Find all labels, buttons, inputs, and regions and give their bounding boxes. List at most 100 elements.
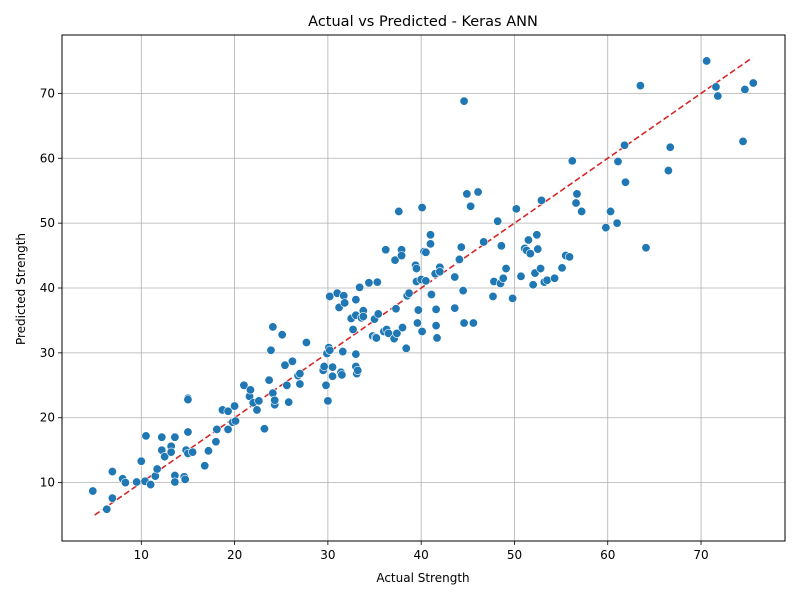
data-point [613, 157, 623, 167]
data-point [373, 309, 383, 319]
data-point [351, 349, 361, 359]
data-point [435, 267, 445, 277]
data-point [740, 84, 750, 94]
data-point [537, 195, 547, 205]
data-point [351, 295, 361, 305]
data-point [211, 437, 221, 447]
data-point [421, 276, 431, 286]
data-point [498, 273, 508, 283]
data-point [364, 278, 374, 288]
data-point [511, 204, 521, 214]
data-point [501, 264, 511, 274]
data-point [381, 245, 391, 255]
data-point [325, 345, 335, 355]
data-point [557, 263, 567, 273]
data-point [107, 467, 117, 477]
data-point [323, 396, 333, 406]
data-point [454, 254, 464, 264]
data-point [212, 424, 222, 434]
data-point [665, 142, 675, 152]
data-point [413, 305, 423, 315]
data-point [431, 321, 441, 331]
data-point [268, 322, 278, 332]
data-point [136, 456, 146, 466]
data-point [337, 370, 347, 380]
data-point [264, 375, 274, 385]
data-point [391, 304, 401, 314]
data-point [371, 333, 381, 343]
data-point [620, 177, 630, 187]
data-point [479, 237, 489, 247]
y-tick-label: 40 [40, 281, 55, 295]
data-point [277, 330, 287, 340]
data-point [748, 78, 758, 88]
data-point [496, 241, 506, 251]
x-tick-label: 70 [693, 548, 708, 562]
data-point [620, 140, 630, 150]
x-tick-label: 30 [320, 548, 335, 562]
data-point [641, 243, 651, 253]
reference-line-layer [94, 57, 753, 516]
data-point [358, 312, 368, 322]
data-point [606, 206, 616, 216]
x-tick-label: 20 [227, 548, 242, 562]
data-point [738, 136, 748, 146]
data-point [252, 405, 262, 415]
data-point [550, 273, 560, 283]
data-point [170, 477, 180, 487]
gridlines [62, 35, 785, 541]
data-point [468, 318, 478, 328]
data-point [392, 328, 402, 338]
data-point [493, 216, 503, 226]
data-point [421, 247, 431, 257]
axis-ticks: 10 20 30 40 50 60 70 10 20 30 40 50 60 70 [40, 86, 709, 562]
data-point [321, 380, 331, 390]
data-point [426, 289, 436, 299]
data-point [577, 206, 587, 216]
data-point [166, 447, 176, 457]
data-point [282, 380, 292, 390]
data-point [397, 251, 407, 261]
x-axis-label: Actual Strength [376, 571, 469, 585]
data-point [353, 365, 363, 375]
data-point [328, 362, 338, 372]
x-tick-label: 60 [600, 548, 615, 562]
data-point [120, 478, 130, 488]
data-point [412, 318, 422, 328]
data-point [328, 371, 338, 381]
data-point [372, 277, 382, 287]
data-point [270, 395, 280, 405]
data-point [532, 230, 542, 240]
identity-reference-line [94, 57, 753, 516]
data-point [284, 397, 294, 407]
data-point [663, 166, 673, 176]
data-point [425, 239, 435, 249]
data-point [431, 304, 441, 314]
x-tick-label: 10 [134, 548, 149, 562]
data-point [432, 333, 442, 343]
data-point [223, 406, 233, 416]
data-point [102, 504, 112, 514]
y-axis-label: Predicted Strength [14, 233, 28, 345]
data-point [223, 424, 233, 434]
data-point [280, 360, 290, 370]
x-tick-label: 50 [507, 548, 522, 562]
data-point [390, 255, 400, 265]
data-point [340, 298, 350, 308]
data-point [404, 288, 414, 298]
data-point [564, 252, 574, 262]
data-point [401, 343, 411, 353]
data-point [450, 272, 460, 282]
data-point [488, 291, 498, 301]
data-point [183, 427, 193, 437]
data-point [601, 223, 611, 233]
data-point [459, 96, 469, 106]
data-point [266, 345, 276, 355]
data-point [528, 280, 538, 290]
y-tick-label: 50 [40, 216, 55, 230]
data-point [230, 401, 240, 411]
x-tick-label: 40 [414, 548, 429, 562]
y-tick-label: 70 [40, 86, 55, 100]
data-point [458, 286, 468, 296]
